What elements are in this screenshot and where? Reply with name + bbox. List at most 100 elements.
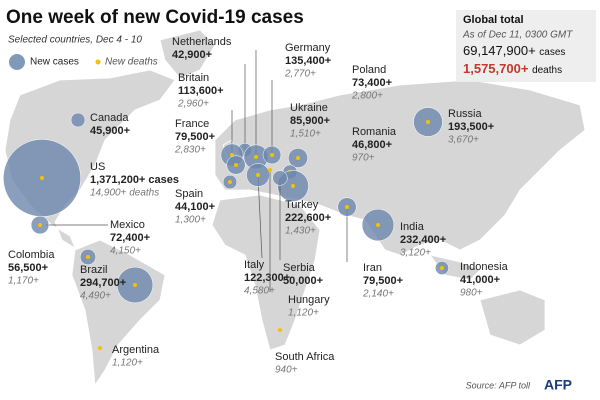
death-dot (256, 173, 260, 177)
country-name: South Africa (275, 351, 335, 363)
global-cases: 69,147,900+ cases (463, 43, 565, 58)
cases-label: 113,600+ (178, 85, 224, 97)
legend-dot (95, 59, 101, 65)
country-name: Iran (363, 262, 382, 274)
cases-label: 232,400+ (400, 234, 446, 246)
death-dot (270, 153, 274, 157)
deaths-label: 2,960+ (177, 99, 209, 110)
subtitle: Selected countries, Dec 4 - 10 (8, 35, 142, 46)
death-dot (291, 184, 295, 188)
death-dot (268, 168, 272, 172)
death-dot (426, 120, 430, 124)
deaths-label: 2,140+ (362, 289, 394, 300)
death-dot (376, 223, 380, 227)
cases-label: 73,400+ (352, 77, 392, 89)
death-dot (254, 155, 258, 159)
country-name: India (400, 221, 425, 233)
cases-label: 50,000+ (283, 275, 323, 287)
country-name: Spain (175, 188, 203, 200)
death-dot (440, 266, 444, 270)
death-dot (40, 176, 44, 180)
title: One week of new Covid-19 cases (6, 7, 304, 28)
cases-label: 72,400+ (110, 232, 150, 244)
deaths-label: 1,510+ (290, 129, 321, 140)
country-name: Germany (285, 42, 331, 54)
death-dot (38, 223, 42, 227)
case-bubble (70, 112, 86, 128)
deaths-label: 2,770+ (284, 69, 316, 80)
deaths-label: 4,150+ (110, 246, 141, 257)
cases-label: 122,300+ (244, 272, 290, 284)
cases-label: 44,100+ (175, 201, 215, 213)
deaths-label: 1,430+ (285, 226, 316, 237)
legend-cases: New cases (30, 57, 79, 68)
country-name: France (175, 118, 209, 130)
deaths-label: 3,670+ (448, 135, 479, 146)
logo: AFP (544, 377, 572, 393)
death-dot (278, 328, 282, 332)
global-deaths: 1,575,700+ deaths (463, 61, 562, 76)
global-cases-value: 69,147,900+ (463, 43, 536, 58)
deaths-label: 1,300+ (175, 215, 206, 226)
legend-bubble (9, 54, 25, 70)
case-bubble (272, 170, 288, 186)
country-name: US (90, 161, 105, 173)
death-dot (296, 156, 300, 160)
deaths-label: 3,120+ (400, 248, 431, 259)
deaths-label: 4,490+ (80, 291, 111, 302)
country-name: Hungary (288, 294, 330, 306)
country-name: Romania (352, 126, 397, 138)
country-name: Netherlands (172, 36, 232, 48)
global-box (456, 10, 596, 82)
deaths-label: 970+ (352, 153, 375, 164)
country-name: Brazil (80, 264, 108, 276)
country-name: Serbia (283, 262, 316, 274)
deaths-label: 1,170+ (8, 276, 39, 287)
legend-deaths: New deaths (105, 57, 158, 68)
cases-label: 41,000+ (460, 274, 500, 286)
death-dot (98, 346, 102, 350)
deaths-label: 2,800+ (351, 91, 383, 102)
deaths-label: 1,120+ (288, 308, 319, 319)
cases-label: 56,500+ (8, 262, 48, 274)
deaths-label: 14,900+ deaths (90, 188, 159, 199)
country-name: Britain (178, 72, 209, 84)
death-dot (345, 205, 349, 209)
cases-label: 79,500+ (175, 131, 215, 143)
death-dot (228, 180, 232, 184)
cases-label: 1,371,200+ cases (90, 174, 179, 186)
country-name: Mexico (110, 219, 145, 231)
cases-label: 294,700+ (80, 277, 126, 289)
country-name: Russia (448, 108, 483, 120)
country-name: Poland (352, 64, 386, 76)
cases-label: 135,400+ (285, 55, 331, 67)
cases-label: 193,500+ (448, 121, 494, 133)
deaths-label: 2,830+ (174, 145, 206, 156)
global-deaths-unit: deaths (532, 65, 562, 76)
country-name: Indonesia (460, 261, 509, 273)
country-name: Canada (90, 112, 129, 124)
country-name: Italy (244, 259, 265, 271)
deaths-label: 4,580+ (244, 286, 275, 297)
global-title: Global total (463, 14, 524, 26)
leader-line (257, 174, 263, 259)
death-dot (86, 255, 90, 259)
deaths-label: 980+ (460, 288, 483, 299)
deaths-label: 940+ (275, 365, 298, 376)
country-name: Colombia (8, 249, 55, 261)
cases-label: 85,900+ (290, 115, 330, 127)
death-dot (133, 283, 137, 287)
country-name: Argentina (112, 344, 160, 356)
source: Source: AFP toll (466, 380, 531, 390)
cases-label: 46,800+ (352, 139, 392, 151)
deaths-label: 1,120+ (112, 358, 143, 369)
cases-label: 222,600+ (285, 212, 331, 224)
global-cases-unit: cases (539, 47, 565, 58)
cases-label: 45,900+ (90, 125, 130, 137)
death-dot (234, 163, 238, 167)
country-name: Turkey (285, 199, 319, 211)
cases-label: 42,900+ (172, 49, 212, 61)
global-deaths-value: 1,575,700+ (463, 61, 529, 76)
global-as-of: As of Dec 11, 0300 GMT (462, 30, 573, 41)
